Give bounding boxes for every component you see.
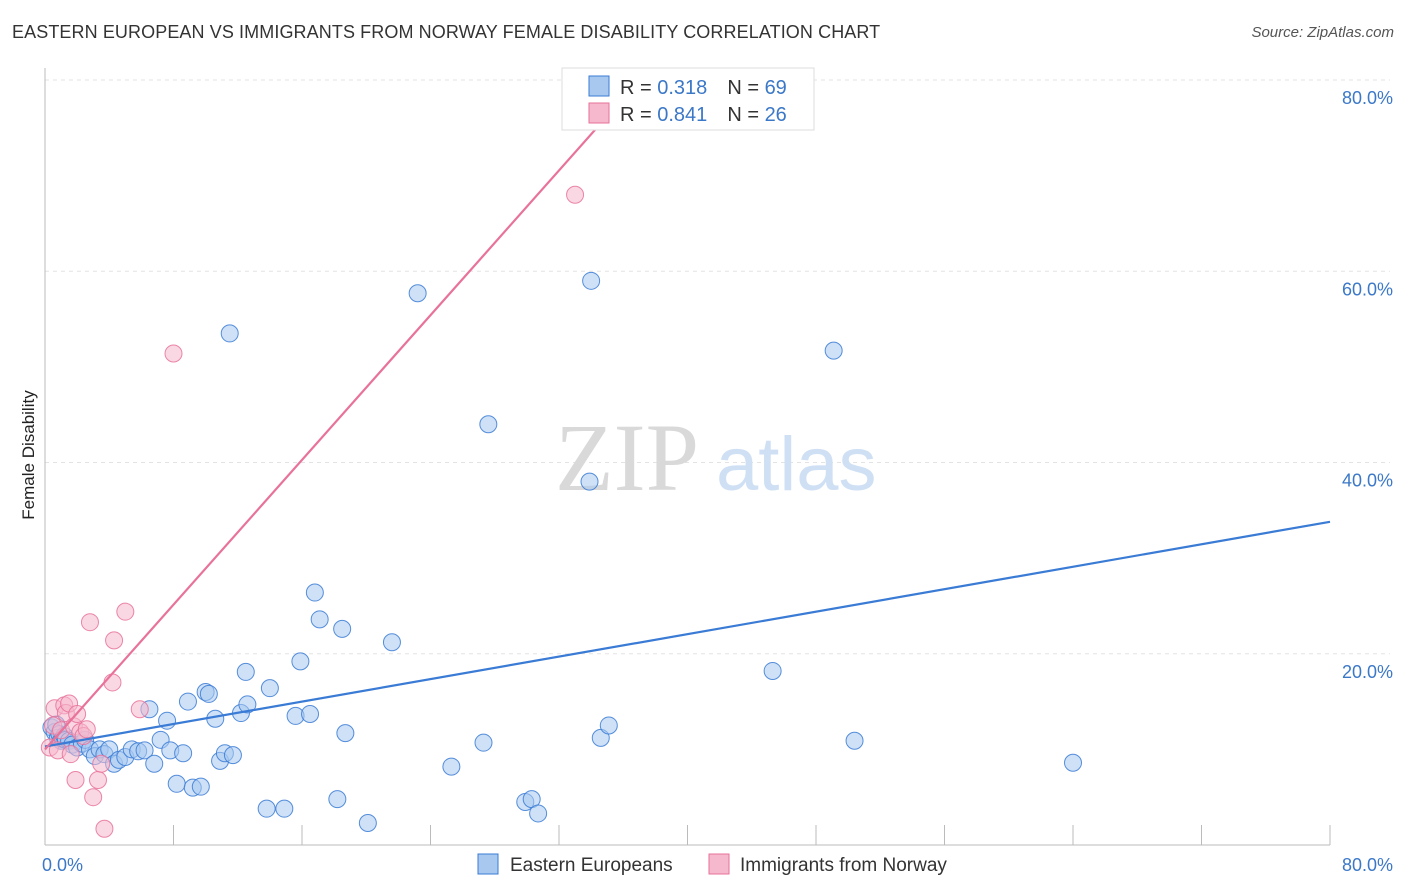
point-eastern-europeans: [220, 324, 239, 343]
point-immigrants-norway: [116, 602, 135, 621]
point-immigrants-norway: [95, 819, 114, 838]
point-eastern-europeans: [333, 619, 352, 638]
trend-line-eastern-europeans: [44, 520, 1331, 748]
legend-swatch-immigrants-norway: [708, 853, 730, 875]
point-eastern-europeans: [580, 472, 599, 491]
point-eastern-europeans: [479, 415, 498, 434]
point-eastern-europeans: [763, 661, 782, 680]
point-eastern-europeans: [599, 716, 618, 735]
stats-n-label-pink: N =: [727, 104, 764, 126]
point-eastern-europeans: [824, 341, 843, 360]
stats-r-value-blue: 0.318: [657, 77, 707, 99]
legend-label-immigrants-norway: Immigrants from Norway: [740, 855, 947, 876]
stats-legend: R = 0.318 N = 69 R = 0.841 N = 26: [561, 67, 815, 131]
stats-r-label-blue: R =: [620, 77, 657, 99]
point-eastern-europeans: [845, 731, 864, 750]
stats-n-label-blue: N =: [727, 77, 764, 99]
legend-label-eastern-europeans: Eastern Europeans: [510, 855, 673, 876]
stats-row-pink: R = 0.841 N = 26: [620, 104, 787, 126]
point-immigrants-norway: [84, 788, 103, 807]
stats-swatch-blue: [588, 75, 610, 97]
point-eastern-europeans: [135, 741, 154, 760]
point-eastern-europeans: [178, 692, 197, 711]
point-immigrants-norway: [89, 770, 108, 789]
stats-row-blue: R = 0.318 N = 69: [620, 77, 787, 99]
point-eastern-europeans: [358, 814, 377, 833]
point-eastern-europeans: [310, 610, 329, 629]
watermark: ZIP atlas: [555, 404, 877, 511]
tick-labels: 20.0% 40.0% 60.0% 80.0% 0.0% 80.0%: [42, 88, 1393, 875]
point-eastern-europeans: [529, 804, 548, 823]
point-immigrants-norway: [77, 720, 96, 739]
point-eastern-europeans: [191, 777, 210, 796]
x-tick-label: 0.0%: [42, 855, 83, 875]
point-eastern-europeans: [236, 662, 255, 681]
watermark-zip: ZIP: [555, 404, 699, 511]
point-immigrants-norway: [130, 700, 149, 719]
point-eastern-europeans: [145, 754, 164, 773]
axes: [44, 68, 1331, 846]
y-tick-label: 20.0%: [1342, 662, 1393, 682]
point-eastern-europeans: [442, 757, 461, 776]
point-eastern-europeans: [291, 652, 310, 671]
point-immigrants-norway: [61, 745, 80, 764]
watermark-atlas: atlas: [716, 422, 877, 507]
y-tick-label: 60.0%: [1342, 279, 1393, 299]
point-eastern-europeans: [174, 744, 193, 763]
point-eastern-europeans: [382, 633, 401, 652]
stats-n-value-blue: 69: [765, 77, 787, 99]
point-immigrants-norway: [105, 631, 124, 650]
point-eastern-europeans: [336, 724, 355, 743]
point-immigrants-norway: [566, 185, 585, 204]
point-eastern-europeans: [305, 583, 324, 602]
stats-r-value-pink: 0.841: [657, 104, 707, 126]
point-eastern-europeans: [275, 799, 294, 818]
point-eastern-europeans: [199, 684, 218, 703]
point-eastern-europeans: [328, 790, 347, 809]
y-tick-label: 80.0%: [1342, 88, 1393, 108]
point-eastern-europeans: [1064, 753, 1082, 772]
point-eastern-europeans: [301, 704, 320, 723]
point-eastern-europeans: [474, 733, 493, 752]
point-eastern-europeans: [408, 284, 427, 303]
point-eastern-europeans: [257, 799, 276, 818]
gridlines: [45, 79, 1390, 655]
legend-swatch-eastern-europeans: [477, 853, 499, 875]
trend-line-immigrants-norway: [44, 79, 641, 751]
stats-r-label-pink: R =: [620, 104, 657, 126]
data-points: [40, 185, 1082, 838]
point-eastern-europeans: [260, 679, 279, 698]
x-tick-label: 80.0%: [1342, 855, 1393, 875]
point-immigrants-norway: [103, 673, 122, 692]
point-eastern-europeans: [167, 774, 186, 793]
point-eastern-europeans: [582, 271, 601, 290]
point-immigrants-norway: [66, 770, 85, 789]
stats-swatch-pink: [588, 102, 610, 124]
point-immigrants-norway: [80, 613, 99, 632]
trend-lines: [44, 79, 1331, 751]
series-legend: Eastern Europeans Immigrants from Norway: [477, 853, 947, 876]
point-eastern-europeans: [223, 746, 242, 765]
y-tick-label: 40.0%: [1342, 471, 1393, 491]
point-immigrants-norway: [92, 754, 111, 773]
source-label: Source: ZipAtlas.com: [1251, 24, 1394, 41]
y-axis-title: Female Disability: [19, 390, 38, 520]
point-eastern-europeans: [238, 695, 257, 714]
stats-n-value-pink: 26: [765, 104, 787, 126]
chart-title: EASTERN EUROPEAN VS IMMIGRANTS FROM NORW…: [12, 22, 881, 42]
point-immigrants-norway: [164, 344, 183, 363]
